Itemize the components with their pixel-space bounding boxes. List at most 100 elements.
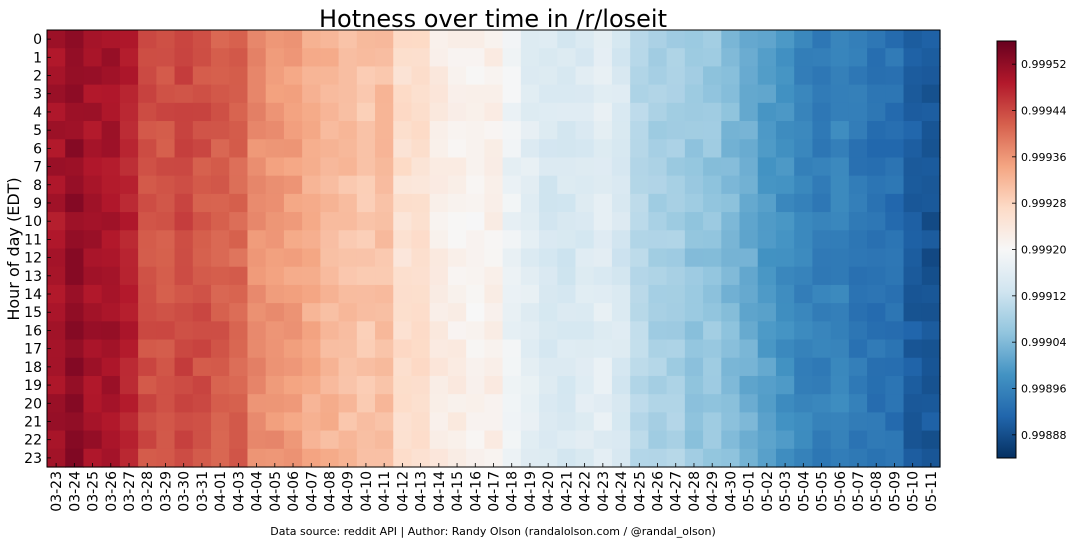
heatmap-cell <box>812 248 832 268</box>
heatmap-cell <box>47 284 66 304</box>
heatmap-cell <box>247 139 267 159</box>
heatmap-cell <box>138 448 157 468</box>
heatmap-cell <box>283 321 303 341</box>
heatmap-cell <box>466 30 485 49</box>
heatmap-cell <box>648 357 668 377</box>
heatmap-cell <box>429 175 449 195</box>
heatmap-cell <box>812 412 832 432</box>
heatmap-cell <box>174 284 194 304</box>
heatmap-cell <box>757 266 777 286</box>
heatmap-cell <box>101 248 121 268</box>
heatmap-cell <box>630 248 649 268</box>
heatmap-cell <box>502 394 522 413</box>
heatmap-cell <box>338 212 358 231</box>
heatmap-cell <box>265 357 285 377</box>
heatmap-cell <box>867 284 886 304</box>
heatmap-cell <box>429 193 449 213</box>
heatmap-cell <box>575 303 595 322</box>
heatmap-cell <box>138 375 157 395</box>
heatmap-cell <box>138 284 157 304</box>
heatmap-cell <box>666 121 686 140</box>
heatmap-cell <box>867 412 886 432</box>
heatmap-cell <box>739 30 759 49</box>
heatmap-cell <box>575 430 595 450</box>
heatmap-cell <box>557 157 577 177</box>
heatmap-cell <box>375 230 394 250</box>
heatmap-cell <box>885 266 905 286</box>
heatmap-cell <box>921 303 941 322</box>
heatmap-cell <box>520 30 540 49</box>
heatmap-cell <box>557 212 577 231</box>
x-tick-label: 04-11 <box>377 471 393 512</box>
heatmap-cell <box>138 84 157 104</box>
heatmap-cell <box>229 193 249 213</box>
x-tick-label: 03-31 <box>195 471 211 512</box>
heatmap-cell <box>429 66 449 86</box>
heatmap-cell <box>648 139 668 159</box>
heatmap-cell <box>484 121 504 140</box>
heatmap-cell <box>520 339 540 359</box>
heatmap-cell <box>83 339 103 359</box>
heatmap-cell <box>393 121 413 140</box>
heatmap-cell <box>903 375 923 395</box>
heatmap-cell <box>502 102 522 122</box>
heatmap-cell <box>721 412 741 432</box>
heatmap-cell <box>794 175 814 195</box>
heatmap-cell <box>775 175 795 195</box>
heatmap-cell <box>593 139 613 159</box>
heatmap-cell <box>611 303 631 322</box>
heatmap-cell <box>356 212 376 231</box>
heatmap-cell <box>466 102 485 122</box>
heatmap-cell <box>138 175 157 195</box>
heatmap-cell <box>83 321 103 341</box>
heatmap-cell <box>174 193 194 213</box>
heatmap-cell <box>83 394 103 413</box>
heatmap-cell <box>885 412 905 432</box>
heatmap-cell <box>411 30 431 49</box>
heatmap-cell <box>903 284 923 304</box>
heatmap-cell <box>557 193 577 213</box>
heatmap-cell <box>794 284 814 304</box>
heatmap-cell <box>338 121 358 140</box>
x-tick-label: 05-04 <box>796 471 812 512</box>
heatmap-cell <box>575 266 595 286</box>
heatmap-cell <box>302 248 321 268</box>
heatmap-cell <box>812 66 832 86</box>
heatmap-cell <box>520 230 540 250</box>
heatmap-cell <box>812 339 832 359</box>
colorbar-tick-label: 0.99896 <box>1021 383 1067 396</box>
heatmap-cell <box>247 66 267 86</box>
heatmap-cell <box>539 266 558 286</box>
heatmap-cell <box>356 84 376 104</box>
heatmap-cell <box>502 139 522 159</box>
heatmap-cell <box>830 266 850 286</box>
heatmap-cell <box>611 102 631 122</box>
heatmap-cell <box>575 193 595 213</box>
heatmap-cell <box>247 193 267 213</box>
heatmap-cell <box>557 30 577 49</box>
heatmap-cell <box>375 448 394 468</box>
heatmap-cell <box>885 139 905 159</box>
heatmap-cell <box>375 139 394 159</box>
heatmap-cell <box>393 357 413 377</box>
heatmap-cell <box>119 48 139 68</box>
heatmap-cell <box>393 412 413 432</box>
heatmap-cell <box>666 193 686 213</box>
heatmap-cell <box>229 139 249 159</box>
heatmap-cell <box>848 66 868 86</box>
heatmap-cell <box>247 121 267 140</box>
heatmap-cell <box>411 339 431 359</box>
heatmap-cell <box>229 157 249 177</box>
heatmap-cell <box>666 48 686 68</box>
heatmap-cell <box>757 121 777 140</box>
heatmap-cell <box>429 375 449 395</box>
heatmap-cell <box>921 175 941 195</box>
y-tick-label: 22 <box>24 433 42 449</box>
heatmap-cell <box>47 121 66 140</box>
heatmap-cell <box>211 412 230 432</box>
heatmap-cell <box>375 394 394 413</box>
heatmap-cell <box>174 121 194 140</box>
heatmap-cell <box>794 303 814 322</box>
heatmap-cell <box>611 266 631 286</box>
heatmap-cell <box>557 66 577 86</box>
